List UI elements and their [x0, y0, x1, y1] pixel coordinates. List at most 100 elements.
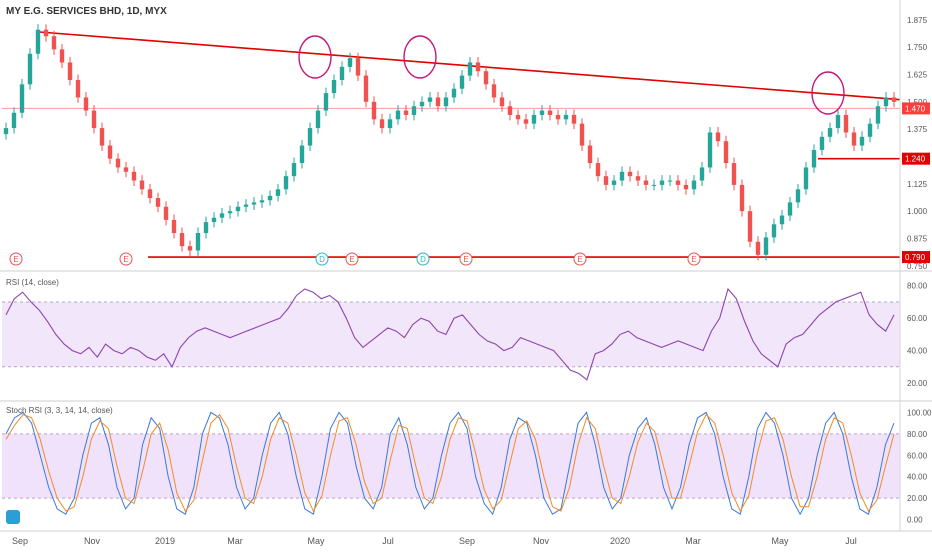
candle-body [603, 176, 609, 185]
candle-body [275, 189, 281, 196]
rsi-line [5, 287, 895, 381]
candle-body [891, 97, 897, 102]
candle-body [107, 145, 113, 159]
event-marker-label: E [349, 255, 354, 264]
price-label-badge [902, 152, 930, 165]
stoch-rsi-pane[interactable] [2, 411, 900, 516]
candle-body [347, 58, 353, 67]
candle-body [75, 79, 81, 98]
price-tick-label: 1.375 [907, 125, 928, 134]
earnings-marker[interactable] [687, 252, 701, 266]
candle-body [251, 202, 257, 205]
candle-body [643, 180, 649, 185]
rsi-tick-label: 40.00 [907, 347, 928, 356]
rsi-label: RSI (14, close) [6, 278, 59, 287]
candle-body [523, 119, 529, 124]
candle-body [867, 123, 873, 137]
candle-body [43, 29, 49, 37]
highlight-circle [811, 71, 845, 115]
candle-body [475, 62, 481, 72]
candle-body [747, 211, 753, 242]
x-tick-label: Nov [84, 536, 101, 546]
candle-body [227, 211, 233, 214]
candle-body [699, 167, 705, 181]
rsi-pane[interactable] [2, 287, 900, 381]
candle-body [203, 222, 209, 234]
candle-body [387, 119, 393, 129]
candle-body [675, 180, 681, 185]
candle-body [779, 215, 785, 225]
candle-body [763, 237, 769, 255]
price-label-text: 1.470 [905, 104, 926, 113]
candle-body [3, 128, 9, 135]
candle-body [651, 184, 657, 186]
price-tick-label: 1.875 [907, 16, 928, 25]
candle-body [115, 158, 121, 168]
stoch-tick-label: 20.00 [907, 494, 928, 503]
x-tick-label: 2019 [155, 536, 175, 546]
candle-body [363, 75, 369, 102]
candle-body [19, 84, 25, 113]
candle-body [491, 84, 497, 98]
candle-body [755, 241, 761, 255]
event-marker-label: E [123, 255, 128, 264]
stoch-tick-label: 60.00 [907, 451, 928, 460]
x-tick-label: Nov [533, 536, 550, 546]
earnings-marker[interactable] [459, 252, 473, 266]
price-label-text: 1.240 [905, 155, 926, 164]
dividend-marker[interactable] [416, 252, 430, 266]
earnings-marker[interactable] [9, 252, 23, 266]
price-tick-label: 1.500 [907, 98, 928, 107]
candle-body [539, 110, 545, 115]
price-label-badge [902, 102, 930, 115]
candle-body [299, 145, 305, 164]
candle-body [427, 97, 433, 102]
candle-body [835, 114, 841, 129]
candle-body [267, 195, 273, 201]
candle-body [555, 114, 561, 120]
candle-body [875, 106, 881, 124]
candle-body [403, 110, 409, 115]
rsi-tick-label: 20.00 [907, 379, 928, 388]
candle-body [195, 233, 201, 251]
candle-body [843, 114, 849, 133]
candle-body [131, 171, 137, 181]
highlight-circle [403, 35, 437, 79]
candle-body [819, 136, 825, 150]
x-tick-label: May [307, 536, 325, 546]
candle-body [459, 75, 465, 89]
candle-body [91, 110, 97, 129]
candle-body [163, 206, 169, 220]
candle-body [139, 180, 145, 190]
earnings-marker[interactable] [573, 252, 587, 266]
candle-body [123, 167, 129, 172]
x-tick-label: Sep [12, 536, 28, 546]
earnings-marker[interactable] [119, 252, 133, 266]
stoch-label: Stoch RSI (3, 3, 14, 14, close) [6, 406, 113, 415]
candle-body [235, 206, 241, 212]
candle-body [179, 233, 185, 247]
candle-body [571, 114, 577, 124]
stoch-tick-label: 80.00 [907, 430, 928, 439]
chart-title: MY E.G. SERVICES BHD, 1D, MYX [6, 6, 167, 17]
earnings-marker[interactable] [345, 252, 359, 266]
candle-body [771, 224, 777, 238]
stoch-tick-label: 0.00 [907, 516, 923, 525]
dividend-marker[interactable] [315, 252, 329, 266]
candle-body [483, 71, 489, 85]
candle-body [331, 79, 337, 94]
x-tick-label: May [771, 536, 789, 546]
candle-body [187, 246, 193, 251]
candle-body [579, 123, 585, 146]
x-tick-label: 2020 [610, 536, 630, 546]
candle-body [451, 88, 457, 98]
candle-body [739, 184, 745, 212]
candle-body [443, 97, 449, 107]
candle-body [547, 110, 553, 115]
candle-body [611, 180, 617, 185]
candle-body [563, 114, 569, 120]
